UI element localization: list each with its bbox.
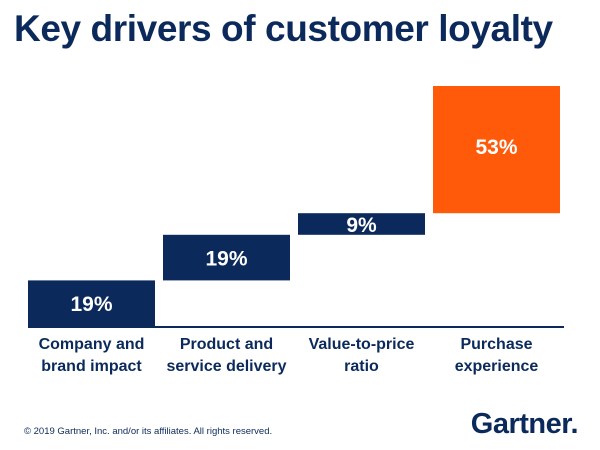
category-label-1-line-2: brand impact xyxy=(41,358,142,375)
category-label-1-line-1: Company and xyxy=(39,336,145,353)
category-label-4-line-2: experience xyxy=(455,358,539,375)
bar-3 xyxy=(298,213,425,235)
bar-value-label-3: 9% xyxy=(346,214,377,237)
category-labels: Company and brand impact Product and servic… xyxy=(39,336,539,375)
bar-value-label-2: 19% xyxy=(205,248,247,271)
bar-1 xyxy=(28,280,155,326)
bar-2 xyxy=(163,234,290,281)
category-label-3-line-2: ratio xyxy=(344,358,379,375)
brand-dot: . xyxy=(570,408,578,440)
copyright-footer: © 2019 Gartner, Inc. and/or its affiliat… xyxy=(24,426,273,437)
bars-layer: 19% 19% 9% 53% xyxy=(28,86,560,326)
category-label-2-line-1: Product and xyxy=(180,336,273,353)
bar-4 xyxy=(433,86,560,214)
category-label-4-line-1: Purchase xyxy=(460,336,532,353)
bar-value-label-1: 19% xyxy=(70,293,112,316)
gartner-logo: Gartner. xyxy=(470,408,579,441)
brand-name: Gartner xyxy=(470,408,571,440)
category-label-3-line-1: Value-to-price xyxy=(309,336,415,353)
bar-value-label-4: 53% xyxy=(475,136,517,159)
category-label-2-line-2: service delivery xyxy=(166,358,286,375)
chart-title: Key drivers of customer loyalty xyxy=(14,8,553,49)
